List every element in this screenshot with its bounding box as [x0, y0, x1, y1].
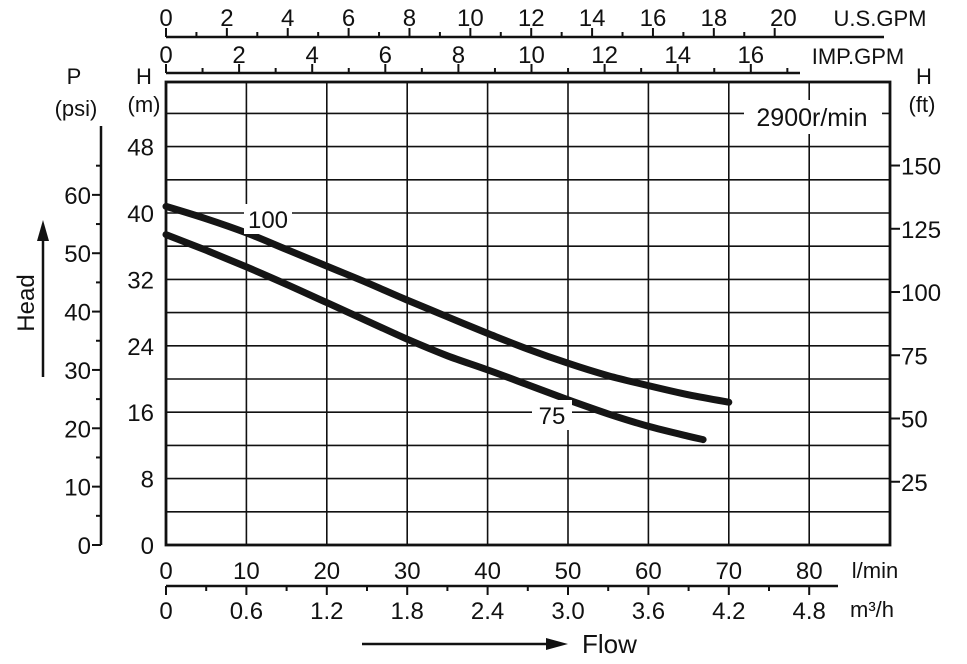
flow-lmin-tick-label: 10: [233, 558, 260, 585]
axes: 0816243240480102030405060255075100125150…: [64, 5, 941, 625]
head-m-tick-label: 16: [127, 400, 154, 427]
flow-usgpm-tick-label: 4: [281, 5, 294, 32]
pressure-tick-label: 60: [64, 183, 91, 210]
pressure-tick-label: 30: [64, 358, 91, 385]
flow-m3h-tick-label: 4.8: [793, 598, 826, 625]
label-p: P: [67, 64, 82, 89]
flow-m3h-tick-label: 0.6: [230, 598, 263, 625]
flow-impgpm-tick-label: 12: [591, 42, 618, 69]
head-ft-tick-label: 100: [901, 280, 941, 307]
flow-m3h-tick-label: 4.2: [712, 598, 745, 625]
curve-100: [162, 202, 733, 406]
flow-axis-label: Flow: [582, 629, 637, 659]
flow-impgpm-tick-label: 14: [664, 42, 691, 69]
flow-lmin-tick-label: 60: [635, 558, 662, 585]
head-m-tick-label: 40: [127, 201, 154, 228]
flow-arrow-head: [546, 638, 568, 650]
flow-lmin-tick-label: 50: [555, 558, 582, 585]
flow-usgpm-tick-label: 8: [403, 5, 416, 32]
flow-usgpm-tick-label: 12: [518, 5, 545, 32]
head-ft-tick-label: 75: [901, 343, 928, 370]
flow-lmin-tick-label: 80: [796, 558, 823, 585]
speed-label: 2900r/min: [756, 104, 867, 132]
flow-m3h-tick-label: 3.0: [551, 598, 584, 625]
flow-impgpm-tick-label: 16: [737, 42, 764, 69]
flow-usgpm-tick-label: 16: [640, 5, 667, 32]
label-psi: (psi): [55, 96, 98, 121]
flow-impgpm-tick-label: 2: [232, 42, 245, 69]
plot-frame: [164, 80, 892, 547]
label-ft: (ft): [909, 92, 936, 117]
pressure-tick-label: 0: [78, 533, 91, 560]
flow-m3h-tick-label: 1.2: [310, 598, 343, 625]
curve-75: [162, 231, 707, 444]
flow-usgpm-tick-label: 0: [159, 5, 172, 32]
flow-impgpm-tick-label: 10: [518, 42, 545, 69]
flow-m3h-tick-label: 3.6: [632, 598, 665, 625]
head-m-tick-label: 8: [141, 467, 154, 494]
unit-usgpm: U.S.GPM: [834, 6, 927, 31]
unit-lmin: l/min: [852, 558, 898, 583]
flow-usgpm-tick-label: 20: [770, 5, 797, 32]
flow-lmin-tick-label: 40: [474, 558, 501, 585]
label-h-m: H: [136, 64, 152, 89]
flow-usgpm-tick-label: 6: [342, 5, 355, 32]
plot-border: [164, 80, 892, 547]
flow-impgpm-tick-label: 0: [159, 42, 172, 69]
speed-label-background: [744, 100, 882, 134]
flow-lmin-tick-label: 0: [159, 558, 172, 585]
curves: 100 75: [162, 202, 733, 444]
flow-impgpm-tick-label: 6: [379, 42, 392, 69]
curve-label-75-background: [532, 400, 572, 430]
head-m-tick-label: 24: [127, 334, 154, 361]
flow-lmin-tick-label: 20: [313, 558, 340, 585]
head-m-tick-label: 0: [141, 533, 154, 560]
pressure-tick-label: 10: [64, 475, 91, 502]
flow-usgpm-tick-label: 2: [220, 5, 233, 32]
curve-label-100: 100: [248, 207, 288, 234]
head-ft-tick-label: 125: [901, 217, 941, 244]
flow-m3h-tick-label: 1.8: [391, 598, 424, 625]
flow-usgpm-tick-label: 18: [700, 5, 727, 32]
head-ft-tick-label: 25: [901, 470, 928, 497]
pressure-tick-label: 40: [64, 300, 91, 327]
flow-lmin-tick-label: 70: [715, 558, 742, 585]
grid: [166, 82, 890, 545]
curve-label-100-background: [244, 204, 292, 234]
flow-m3h-tick-label: 0: [159, 598, 172, 625]
head-ft-tick-label: 50: [901, 407, 928, 434]
curve-label-75: 75: [539, 403, 566, 430]
flow-impgpm-tick-label: 8: [452, 42, 465, 69]
head-arrow-head: [37, 220, 49, 241]
head-m-tick-label: 48: [127, 135, 154, 162]
label-m: (m): [128, 92, 161, 117]
pressure-tick-label: 20: [64, 416, 91, 443]
flow-lmin-tick-label: 30: [394, 558, 421, 585]
flow-m3h-tick-label: 2.4: [471, 598, 504, 625]
label-h-ft: H: [916, 64, 932, 89]
head-ft-tick-label: 150: [901, 154, 941, 181]
flow-impgpm-tick-label: 4: [306, 42, 319, 69]
flow-usgpm-tick-label: 14: [579, 5, 606, 32]
flow-usgpm-tick-label: 10: [457, 5, 484, 32]
head-m-tick-label: 32: [127, 267, 154, 294]
unit-m3h: m³/h: [850, 597, 894, 622]
pressure-tick-label: 50: [64, 241, 91, 268]
head-axis-label: Head: [13, 274, 40, 331]
unit-impgpm: IMP.GPM: [812, 44, 905, 69]
